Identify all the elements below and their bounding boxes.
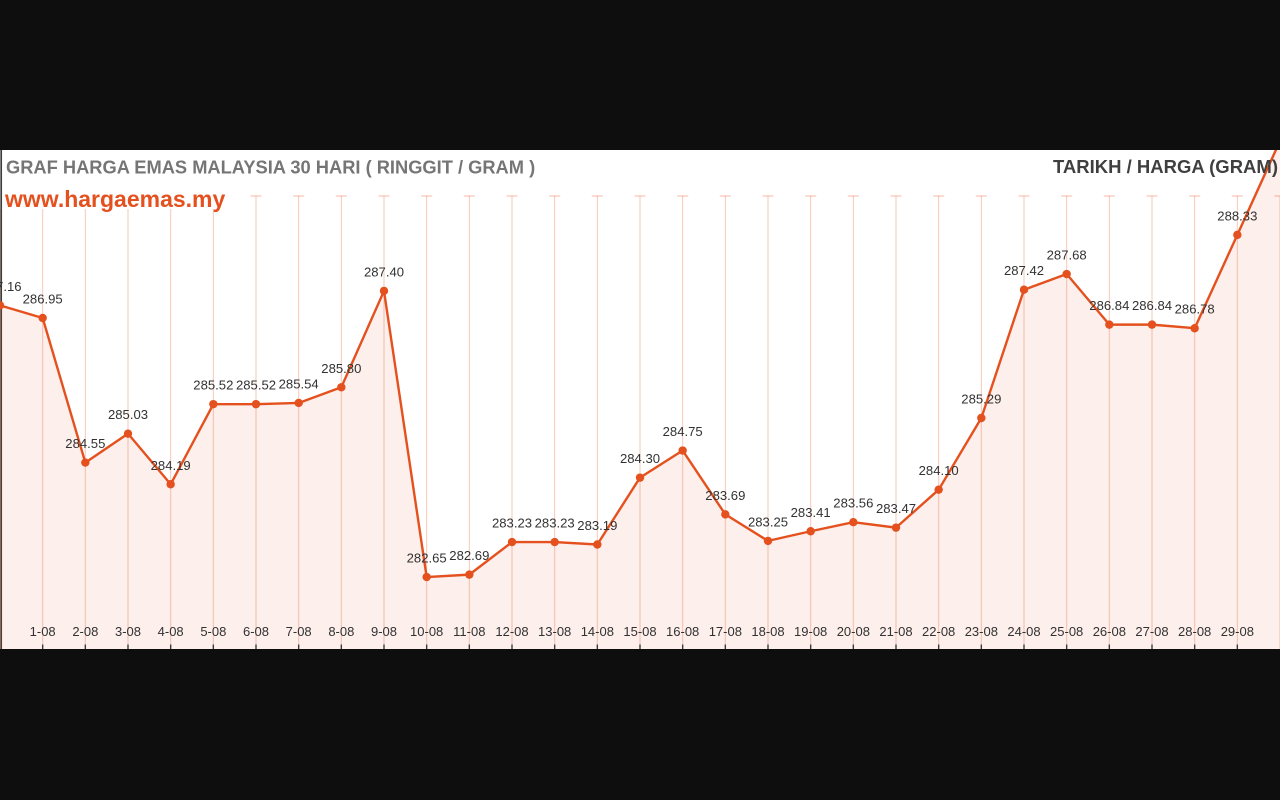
svg-text:11-08: 11-08: [453, 624, 485, 639]
svg-text:285.52: 285.52: [236, 378, 276, 393]
svg-text:283.47: 283.47: [876, 501, 916, 516]
svg-text:283.69: 283.69: [705, 488, 745, 503]
svg-text:www.hargaemas.my: www.hargaemas.my: [4, 186, 226, 212]
svg-text:12-08: 12-08: [495, 624, 528, 639]
svg-text:9-08: 9-08: [371, 624, 397, 639]
svg-text:23-08: 23-08: [965, 624, 998, 639]
svg-text:287.42: 287.42: [1004, 263, 1044, 278]
svg-text:28-08: 28-08: [1178, 624, 1211, 639]
svg-text:286.84: 286.84: [1132, 298, 1172, 313]
svg-text:282.69: 282.69: [449, 548, 489, 563]
svg-text:7-08: 7-08: [286, 624, 312, 639]
svg-text:26-08: 26-08: [1093, 624, 1126, 639]
svg-text:283.19: 283.19: [577, 518, 617, 533]
svg-text:16-08: 16-08: [666, 624, 699, 639]
svg-text:285.52: 285.52: [193, 378, 233, 393]
svg-text:283.41: 283.41: [791, 505, 831, 520]
svg-text:284.55: 284.55: [65, 436, 105, 451]
svg-text:27-08: 27-08: [1135, 624, 1168, 639]
svg-text:22-08: 22-08: [922, 624, 955, 639]
svg-text:4-08: 4-08: [158, 624, 184, 639]
svg-text:284.75: 284.75: [663, 424, 703, 439]
svg-text:286.95: 286.95: [23, 292, 63, 307]
svg-text:287.16: 287.16: [0, 279, 22, 294]
svg-text:17-08: 17-08: [709, 624, 742, 639]
svg-text:284.19: 284.19: [151, 458, 191, 473]
svg-text:282.65: 282.65: [407, 551, 447, 566]
svg-text:10-08: 10-08: [410, 624, 443, 639]
svg-text:24-08: 24-08: [1007, 624, 1040, 639]
svg-text:2-08: 2-08: [72, 624, 98, 639]
svg-text:8-08: 8-08: [328, 624, 354, 639]
svg-text:6-08: 6-08: [243, 624, 269, 639]
svg-text:286.78: 286.78: [1175, 302, 1215, 317]
svg-text:13-08: 13-08: [538, 624, 571, 639]
svg-text:285.29: 285.29: [961, 392, 1001, 407]
svg-text:20-08: 20-08: [837, 624, 870, 639]
svg-text:287.68: 287.68: [1047, 248, 1087, 263]
svg-text:14-08: 14-08: [581, 624, 614, 639]
svg-text:5-08: 5-08: [200, 624, 226, 639]
svg-text:287.40: 287.40: [364, 264, 404, 279]
svg-text:286.84: 286.84: [1089, 298, 1129, 313]
svg-text:21-08: 21-08: [879, 624, 912, 639]
svg-text:288.33: 288.33: [1217, 208, 1257, 223]
svg-text:285.03: 285.03: [108, 407, 148, 422]
svg-text:TARIKH / HARGA (GRAM): TARIKH / HARGA (GRAM): [1053, 156, 1278, 177]
svg-text:285.80: 285.80: [321, 361, 361, 376]
svg-text:284.10: 284.10: [919, 463, 959, 478]
svg-text:283.23: 283.23: [535, 516, 575, 531]
svg-text:284.30: 284.30: [620, 451, 660, 466]
svg-text:GRAF HARGA EMAS MALAYSIA 30 HA: GRAF HARGA EMAS MALAYSIA 30 HARI ( RINGG…: [6, 157, 535, 178]
svg-text:283.23: 283.23: [492, 516, 532, 531]
svg-text:283.25: 283.25: [748, 514, 788, 529]
svg-text:3-08: 3-08: [115, 624, 141, 639]
svg-text:285.54: 285.54: [279, 376, 319, 391]
svg-text:18-08: 18-08: [751, 624, 784, 639]
svg-text:29-08: 29-08: [1221, 624, 1254, 639]
svg-text:1-08: 1-08: [30, 624, 56, 639]
svg-text:25-08: 25-08: [1050, 624, 1083, 639]
svg-text:283.56: 283.56: [833, 496, 873, 511]
svg-text:19-08: 19-08: [794, 624, 827, 639]
svg-text:15-08: 15-08: [623, 624, 656, 639]
